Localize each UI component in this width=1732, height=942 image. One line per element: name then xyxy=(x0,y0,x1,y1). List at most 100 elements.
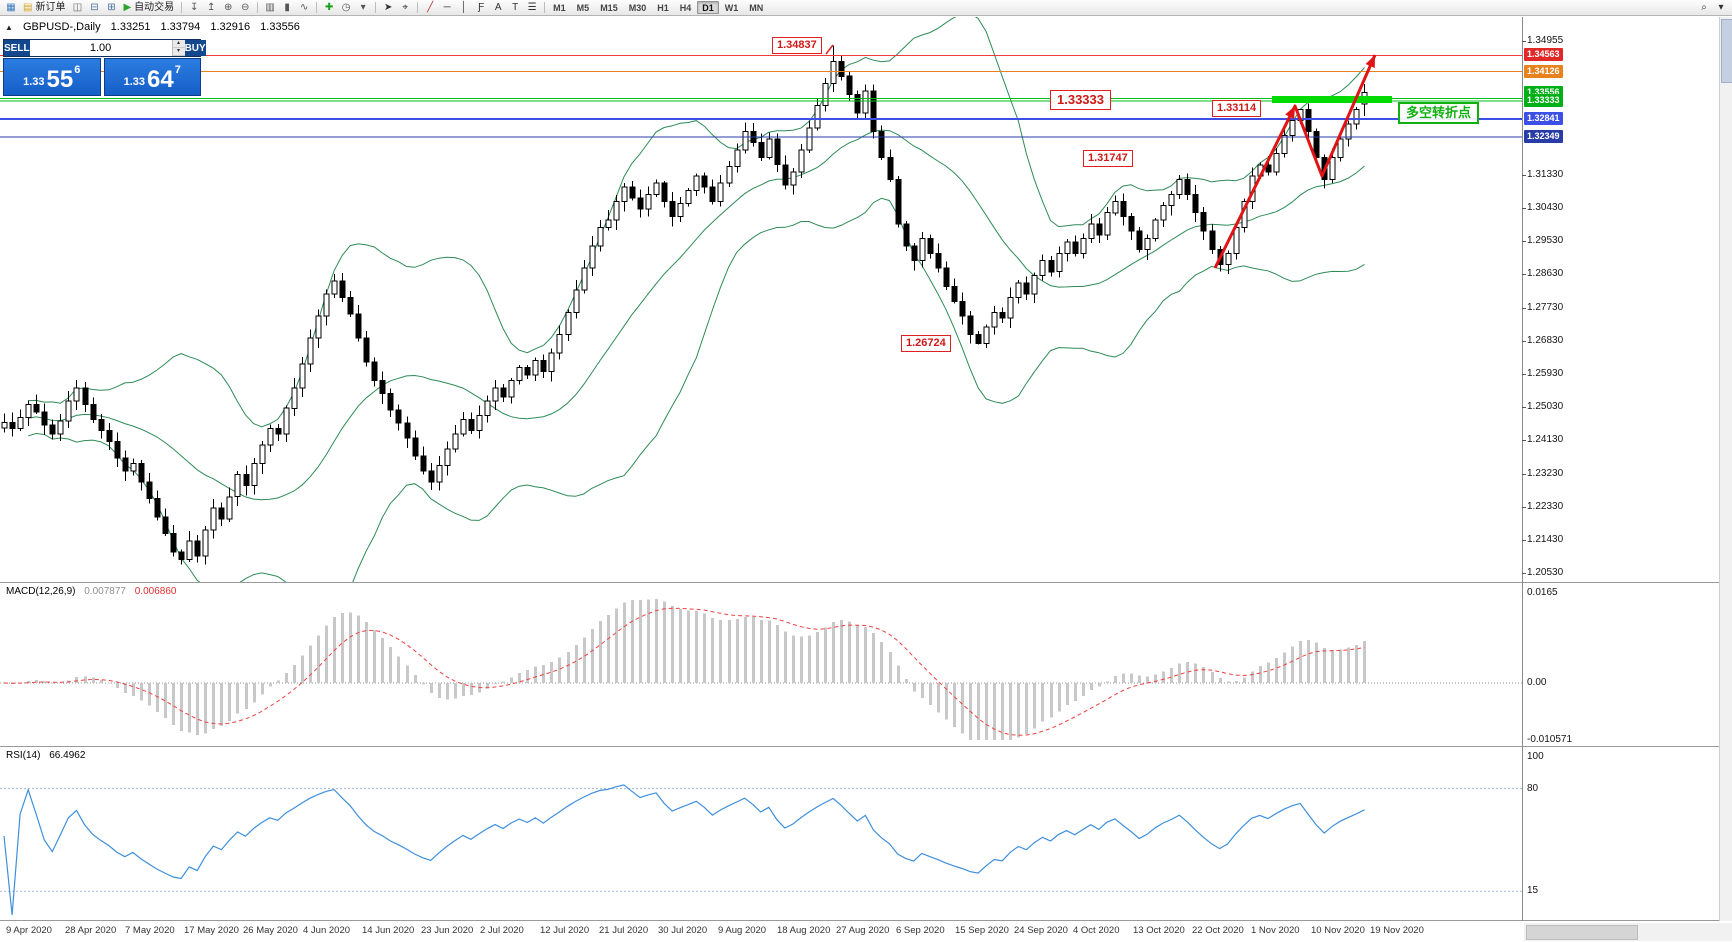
fibonacci-icon[interactable]: Ƒ xyxy=(473,1,489,15)
date-label: 4 Jun 2020 xyxy=(303,925,351,936)
horizontal-line-icon[interactable]: ─ xyxy=(439,1,455,15)
price-tick-mark xyxy=(1522,241,1526,242)
autotrading-button: ▶ xyxy=(123,1,132,13)
date-label: 2 Jul 2020 xyxy=(480,925,524,936)
buy-header[interactable]: BUY xyxy=(184,40,206,56)
search-icon[interactable]: ⌕ xyxy=(1696,1,1712,15)
volume-down-button[interactable]: ▾ xyxy=(172,48,185,56)
volume-input[interactable] xyxy=(29,40,172,56)
macd-signal-value: 0.006860 xyxy=(134,586,177,597)
sell-header[interactable]: SELL xyxy=(4,40,30,56)
timeframe-m1[interactable]: M1 xyxy=(548,1,571,14)
strategy-tester-icon[interactable]: ↥ xyxy=(203,1,219,15)
rsi-axis-label: 100 xyxy=(1527,751,1544,762)
price-annotation[interactable]: 1.31747 xyxy=(1083,150,1133,167)
price-tick-mark xyxy=(1522,41,1526,42)
toolbar-right-group: ⌕ ▾ xyxy=(1696,1,1729,15)
price-tick-mark xyxy=(1522,208,1526,209)
profiles-icon[interactable]: ◫ xyxy=(69,1,85,15)
zoom-out-icon[interactable]: ⊖ xyxy=(237,1,253,15)
market-watch-icon[interactable]: ⊟ xyxy=(86,1,102,15)
add-indicator-icon: ✚ xyxy=(324,1,334,13)
price-annotation[interactable]: 1.33114 xyxy=(1212,100,1262,117)
sell-price-button[interactable]: 1.33 55 6 xyxy=(3,58,101,96)
horizontal-scrollbar[interactable] xyxy=(1524,923,1732,941)
add-indicator-icon[interactable]: ✚ xyxy=(321,1,337,15)
chart-icon: ▲ xyxy=(5,23,13,32)
price-annotation[interactable]: 1.33333 xyxy=(1050,90,1111,110)
new-chart-icon[interactable]: ▦ xyxy=(3,1,19,15)
text-label-icon[interactable]: T xyxy=(507,1,523,15)
strategy-tester-icon: ↥ xyxy=(206,1,216,13)
rsi-axis-label: 15 xyxy=(1527,885,1539,896)
text-label-icon: T xyxy=(512,1,519,13)
text-icon[interactable]: A xyxy=(490,1,506,15)
zoom-in-icon[interactable]: ⊕ xyxy=(220,1,236,15)
price-level-badge: 1.33333 xyxy=(1524,94,1563,107)
rsi-axis-label: 80 xyxy=(1527,783,1539,794)
vertical-line-icon[interactable]: │ xyxy=(456,1,472,15)
vertical-scrollbar[interactable] xyxy=(1719,17,1732,921)
navigator-icon[interactable]: ⊞ xyxy=(103,1,119,15)
objects-list-icon[interactable]: ☰ xyxy=(524,1,540,15)
timeframe-m30[interactable]: M30 xyxy=(624,1,652,14)
autotrading-button[interactable]: ▶ 自动交易 xyxy=(120,1,177,15)
timeframe-d1[interactable]: D1 xyxy=(697,1,719,14)
trendline-icon: ╱ xyxy=(427,1,434,13)
crosshair-icon[interactable]: ⌖ xyxy=(397,1,413,15)
price-tick-label: 1.22330 xyxy=(1527,501,1564,512)
objects-list-icon: ☰ xyxy=(527,1,537,13)
pane-separator-macd[interactable] xyxy=(0,582,1732,583)
price-annotation[interactable]: 1.26724 xyxy=(901,335,951,352)
price-tick-mark xyxy=(1522,440,1526,441)
profiles-icon: ◫ xyxy=(72,1,83,13)
templates-icon: ▾ xyxy=(360,1,366,13)
price-tick-mark xyxy=(1522,341,1526,342)
price-level-badge: 1.32841 xyxy=(1524,112,1563,125)
trendline-icon[interactable]: ╱ xyxy=(422,1,438,15)
time-axis-separator xyxy=(0,920,1732,921)
pane-separator-rsi[interactable] xyxy=(0,746,1732,747)
macd-name: MACD(12,26,9) xyxy=(6,586,76,597)
rsi-label: RSI(14) 66.4962 xyxy=(6,750,91,761)
timeframe-h1[interactable]: H1 xyxy=(652,1,674,14)
bar-chart-icon[interactable]: ▥ xyxy=(262,1,278,15)
timeframe-mn[interactable]: MN xyxy=(744,1,768,14)
timeframe-h4[interactable]: H4 xyxy=(675,1,697,14)
price-tick-label: 1.28630 xyxy=(1527,268,1564,279)
period-icon[interactable]: ◷ xyxy=(338,1,354,15)
candlestick-chart-icon[interactable]: ▮ xyxy=(279,1,295,15)
cursor-icon[interactable]: ➤ xyxy=(380,1,396,15)
more-tools-icon[interactable]: ▾ xyxy=(1713,1,1729,15)
vertical-scrollbar-thumb[interactable] xyxy=(1721,19,1732,83)
sell-price-figure: 1.33 xyxy=(23,76,45,88)
buy-price-button[interactable]: 1.33 64 7 xyxy=(103,58,201,96)
line-chart-icon[interactable]: ∿ xyxy=(296,1,312,15)
macd-main-value: 0.007877 xyxy=(84,586,126,597)
templates-icon[interactable]: ▾ xyxy=(355,1,371,15)
symbol-info: ▲ GBPUSD-,Daily 1.33251 1.33794 1.32916 … xyxy=(5,21,307,33)
line-chart-icon: ∿ xyxy=(299,1,309,13)
price-tick-mark xyxy=(1522,540,1526,541)
price-tick-mark xyxy=(1522,374,1526,375)
rsi-canvas[interactable] xyxy=(0,747,1522,920)
candlestick-chart-icon: ▮ xyxy=(284,1,290,13)
main-chart-canvas[interactable] xyxy=(0,17,1522,582)
macd-canvas[interactable] xyxy=(0,583,1522,746)
timeframe-m5[interactable]: M5 xyxy=(572,1,595,14)
price-tick-mark xyxy=(1522,308,1526,309)
terminal-icon[interactable]: ↧ xyxy=(186,1,202,15)
text-icon: A xyxy=(494,1,502,13)
new-order-button[interactable]: ▤ 新订单 xyxy=(20,1,68,15)
horizontal-scrollbar-thumb[interactable] xyxy=(1526,925,1638,940)
date-label: 17 May 2020 xyxy=(184,925,239,936)
sell-price-point: 6 xyxy=(74,64,81,76)
timeframe-w1[interactable]: W1 xyxy=(720,1,744,14)
turning-point-label[interactable]: 多空转折点 xyxy=(1398,102,1480,124)
buy-price-point: 7 xyxy=(174,64,181,76)
volume-up-button[interactable]: ▴ xyxy=(172,40,185,48)
timeframe-m15[interactable]: M15 xyxy=(595,1,623,14)
autotrading-button-label: 自动交易 xyxy=(134,1,175,13)
price-annotation[interactable]: 1.34837 xyxy=(772,37,822,54)
